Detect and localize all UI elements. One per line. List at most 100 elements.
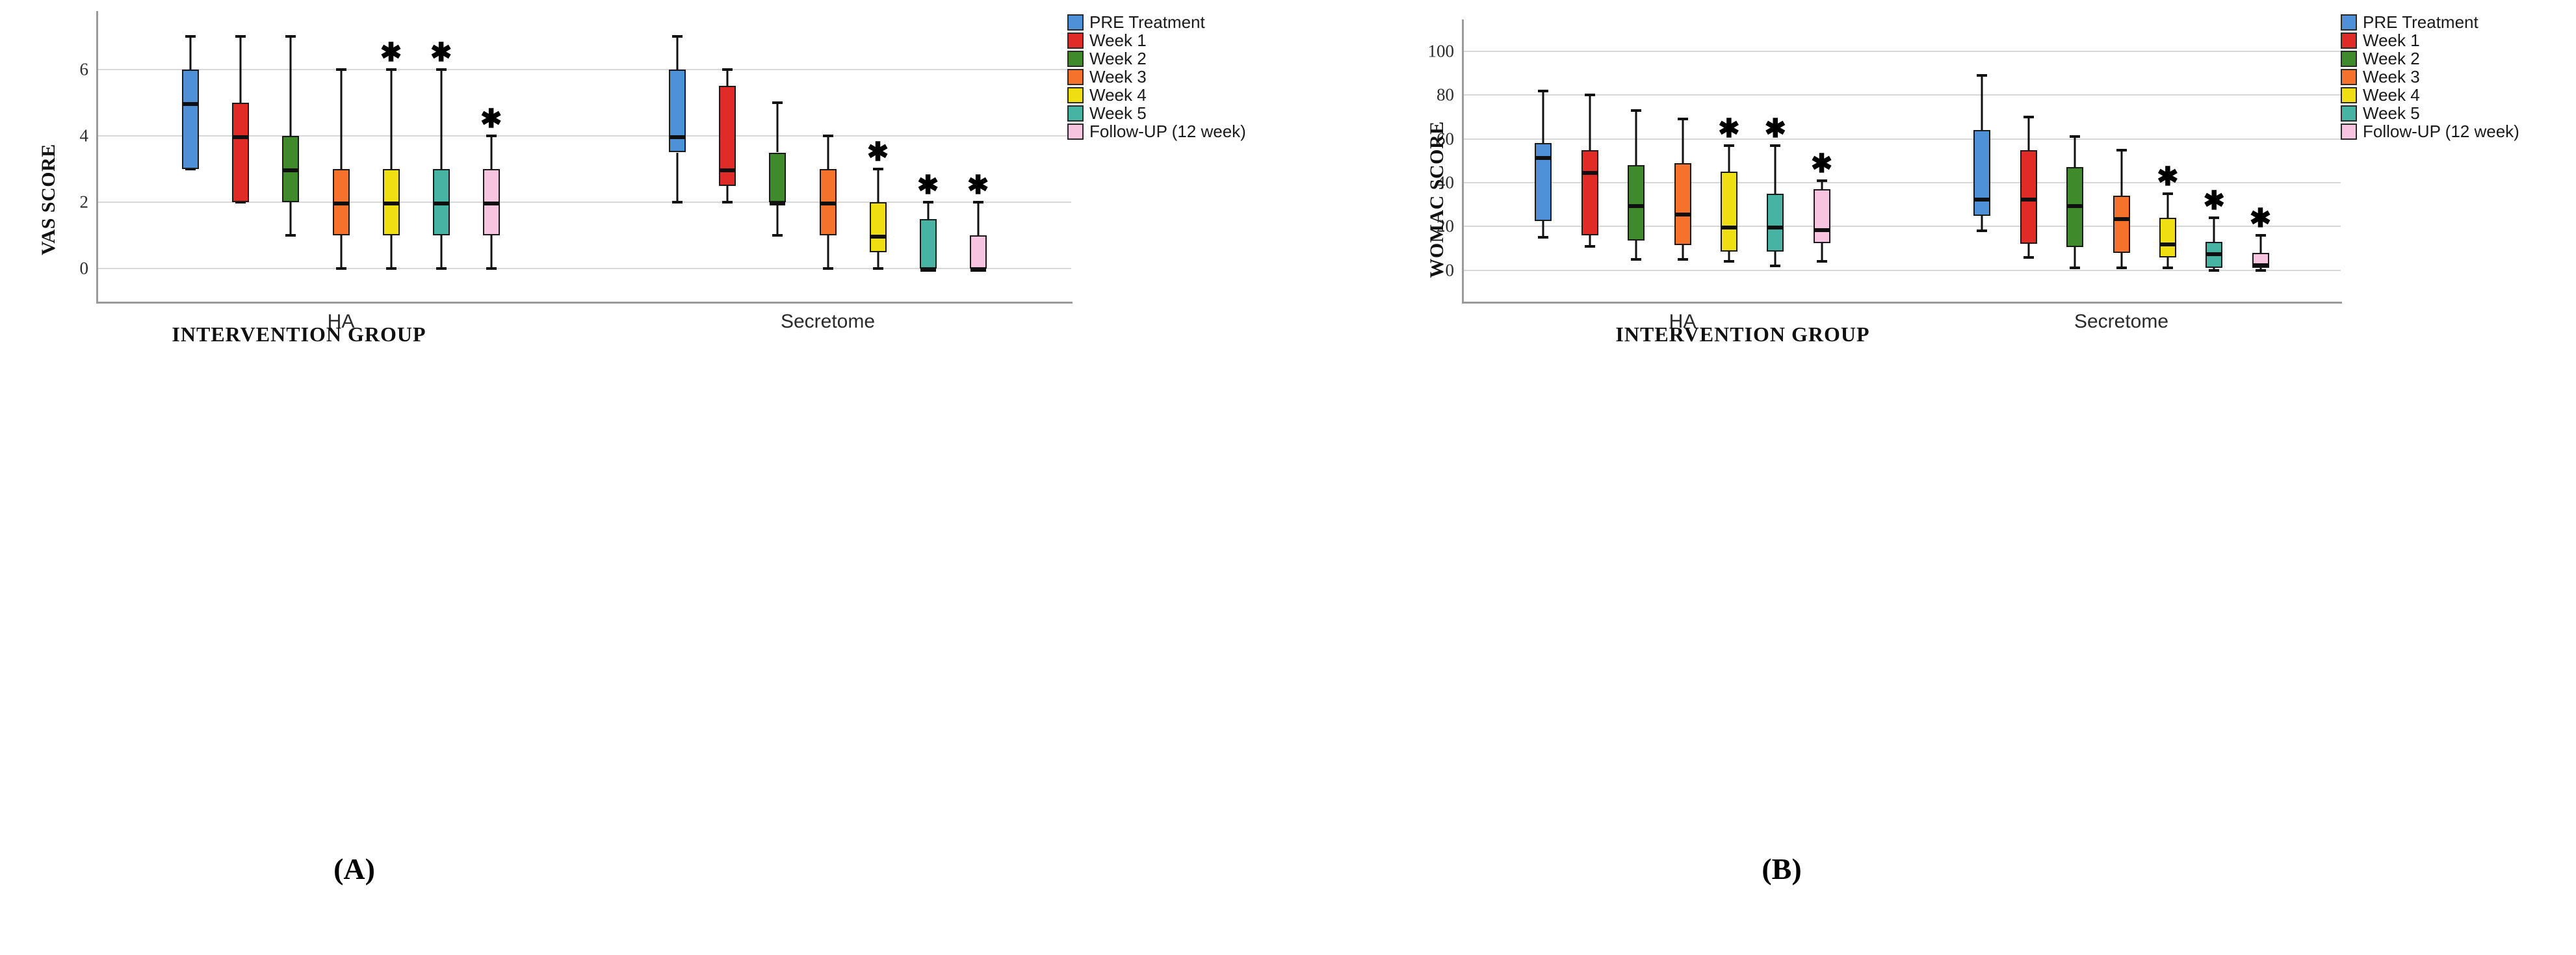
whisker-lower xyxy=(1682,245,1684,259)
whisker-upper xyxy=(726,69,729,86)
boxplot-box xyxy=(2066,34,2084,283)
gridline xyxy=(1463,226,2341,228)
box-iqr-rect xyxy=(1535,143,1552,221)
legend-item[interactable]: Week 4 xyxy=(2341,85,2519,105)
whisker-lower xyxy=(1728,252,1730,262)
whisker-cap-upper xyxy=(235,34,246,38)
legend-item[interactable]: Week 3 xyxy=(1067,66,1246,86)
legend-item[interactable]: Week 1 xyxy=(2341,31,2519,50)
whisker-upper xyxy=(1589,95,1591,150)
box-iqr-rect xyxy=(1674,163,1691,246)
legend-item-label: Week 5 xyxy=(2363,103,2420,123)
x-axis-tick-label: HA xyxy=(327,311,355,332)
whisker-lower xyxy=(2120,252,2122,268)
box-iqr-rect xyxy=(2252,252,2269,268)
legend-item-label: Week 4 xyxy=(2363,85,2420,105)
boxplot-box xyxy=(1535,34,1552,283)
legend-item-label: Week 3 xyxy=(1089,66,1147,86)
legend-swatch-icon xyxy=(2341,105,2357,122)
legend-item[interactable]: Week 5 xyxy=(1067,103,1246,123)
y-axis-tick-label: 80 xyxy=(1437,85,1454,105)
whisker-lower xyxy=(490,235,493,269)
legend-item[interactable]: Week 5 xyxy=(2341,103,2519,123)
boxplot-box xyxy=(332,21,350,283)
boxplot-box xyxy=(719,21,736,283)
legend-item[interactable]: Follow-UP (12 week) xyxy=(2341,122,2519,141)
legend-item[interactable]: PRE Treatment xyxy=(2341,12,2519,32)
boxplot-box xyxy=(2205,34,2223,283)
whisker-lower xyxy=(390,235,393,269)
median-line xyxy=(1814,228,1830,232)
legend-swatch-icon xyxy=(1067,123,1084,140)
significance-star: ✱ xyxy=(967,170,989,200)
whisker-upper xyxy=(2213,217,2215,242)
whisker-lower xyxy=(2166,257,2169,268)
whisker-upper xyxy=(927,202,930,219)
whisker-cap-upper xyxy=(2023,116,2034,118)
boxplot-box xyxy=(232,21,250,283)
box-iqr-rect xyxy=(1813,189,1830,243)
whisker-cap-lower xyxy=(2116,267,2127,270)
legend-item[interactable]: Follow-UP (12 week) xyxy=(1067,122,1246,141)
legend-item[interactable]: Week 1 xyxy=(1067,31,1246,50)
median-line xyxy=(1721,226,1737,230)
whisker-cap-lower xyxy=(185,168,196,170)
whisker-cap-lower xyxy=(235,201,246,204)
significance-star: ✱ xyxy=(1810,148,1833,178)
whisker-cap-lower xyxy=(822,267,833,270)
legend-item[interactable]: PRE Treatment xyxy=(1067,12,1246,32)
gridline xyxy=(1463,269,2341,271)
median-line xyxy=(970,268,986,272)
median-line xyxy=(2020,197,2036,202)
panel-a-plot-area: 0 2 4 6 ✱ ✱ ✱ HA ✱ ✱ ✱ Secretome xyxy=(80,11,1073,332)
significance-star: ✱ xyxy=(430,37,452,67)
significance-star: ✱ xyxy=(2157,161,2179,191)
median-line xyxy=(1535,155,1552,160)
whisker-upper xyxy=(676,36,679,70)
legend-swatch-icon xyxy=(2341,14,2357,31)
whisker-cap-lower xyxy=(335,267,346,270)
box-iqr-rect xyxy=(182,69,200,169)
panel-a-y-axis-title: VAS SCORE xyxy=(38,144,59,255)
legend-item[interactable]: Week 3 xyxy=(2341,67,2519,86)
whisker-cap-upper xyxy=(2209,216,2220,219)
boxplot-box xyxy=(1581,34,1598,283)
median-line xyxy=(483,202,499,205)
box-iqr-rect xyxy=(1628,165,1645,241)
box-iqr-rect xyxy=(1720,172,1737,252)
boxplot-box xyxy=(919,21,937,283)
legend-item[interactable]: Week 4 xyxy=(1067,85,1246,105)
median-line xyxy=(183,101,199,106)
median-line xyxy=(433,202,449,205)
box-iqr-rect xyxy=(1767,193,1784,252)
panel-b-y-axis-title: WOMAC SCORE xyxy=(1426,121,1448,278)
box-iqr-rect xyxy=(432,169,450,236)
panel-a-x-axis-title: INTERVENTION GROUP xyxy=(172,322,426,346)
box-iqr-rect xyxy=(482,169,500,236)
box-iqr-rect xyxy=(819,169,837,236)
whisker-cap-lower xyxy=(772,234,783,237)
whisker-lower xyxy=(1821,242,1823,262)
whisker-cap-lower xyxy=(486,267,497,270)
box-iqr-rect xyxy=(2205,242,2223,268)
whisker-cap-lower xyxy=(2162,267,2173,270)
y-axis-tick-label: 40 xyxy=(1437,172,1454,192)
whisker-upper xyxy=(1542,90,1544,144)
whisker-upper xyxy=(340,69,342,169)
x-axis-tick-label: Secretome xyxy=(780,311,876,332)
whisker-cap-lower xyxy=(2070,267,2081,270)
y-axis-tick-label: 2 xyxy=(79,192,89,212)
significance-star: ✱ xyxy=(2203,185,2225,215)
legend-swatch-icon xyxy=(2341,32,2357,49)
box-iqr-rect xyxy=(869,202,887,252)
whisker-cap-upper xyxy=(722,68,733,71)
whisker-cap-upper xyxy=(922,201,933,204)
legend-item[interactable]: Week 2 xyxy=(2341,49,2519,68)
box-iqr-rect xyxy=(1581,150,1598,235)
legend-item[interactable]: Week 2 xyxy=(1067,49,1246,68)
legend-item-label: Week 5 xyxy=(1089,103,1147,123)
whisker-cap-upper xyxy=(1677,118,1688,121)
whisker-upper xyxy=(2120,150,2122,196)
whisker-cap-lower xyxy=(872,267,883,270)
median-line xyxy=(1581,171,1598,176)
